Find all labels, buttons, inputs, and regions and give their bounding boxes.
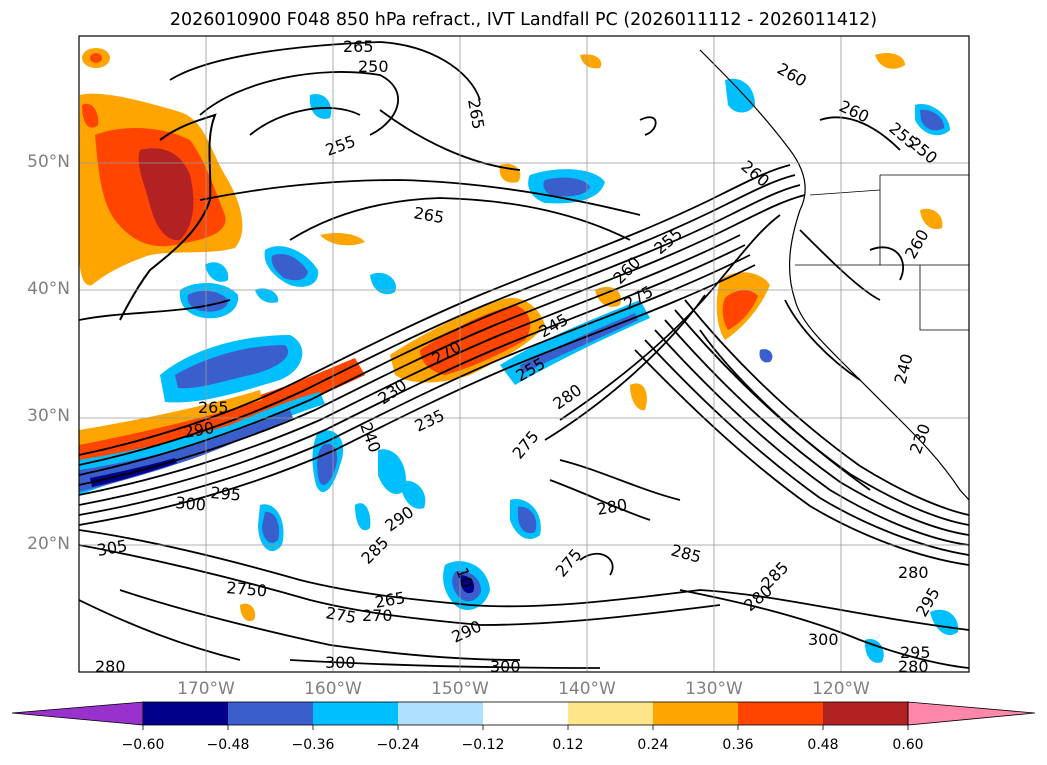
contour-label: 270 xyxy=(362,606,393,625)
colorbar-tick-label: 0.48 xyxy=(807,737,839,753)
contour-label: 2750 xyxy=(226,578,268,600)
colorbar-over-arrow xyxy=(907,701,1036,726)
contour-label: 250 xyxy=(358,57,389,76)
contour-label: 280 xyxy=(898,563,929,582)
colorbar-tick-label: −0.36 xyxy=(291,737,335,753)
map-frame xyxy=(78,35,970,673)
contour-label: 265 xyxy=(198,398,229,417)
contour-label: 300 xyxy=(808,630,839,649)
lon-label-140w: 140°W xyxy=(558,679,616,699)
lat-label-50n: 50°N xyxy=(27,152,70,172)
colorbar-tick-label: −0.24 xyxy=(376,737,420,753)
lat-label-40n: 40°N xyxy=(27,279,70,299)
colorbar-segment xyxy=(143,702,228,725)
colorbar-segment xyxy=(738,702,823,725)
lon-label-160w: 160°W xyxy=(304,679,362,699)
contour-label: 300 xyxy=(175,493,207,515)
colorbar-tick-label: 0.36 xyxy=(722,737,754,753)
contour-label: 265 xyxy=(343,37,374,56)
colorbar-segment xyxy=(653,702,738,725)
contour-label: 280 xyxy=(95,657,126,676)
map-panel: 265 250 255 265 260 250 255 260 255 260 … xyxy=(79,36,969,676)
contour-label: 295 xyxy=(900,643,931,662)
colorbar-segment xyxy=(568,702,653,725)
colorbar-tick-label: 0.12 xyxy=(552,737,584,753)
contour-label: 300 xyxy=(490,657,521,676)
contour-label: 295 xyxy=(210,483,242,505)
graticule xyxy=(79,36,969,672)
colorbar-tick-label: 0.24 xyxy=(637,737,669,753)
lat-label-20n: 20°N xyxy=(27,534,70,554)
lon-label-130w: 130°W xyxy=(685,679,743,699)
colorbar-under-arrow xyxy=(11,701,144,726)
lon-label-150w: 150°W xyxy=(431,679,489,699)
lon-label-170w: 170°W xyxy=(177,679,235,699)
colorbar-tick-label: −0.12 xyxy=(461,737,505,753)
colorbar-tick-label: 0.60 xyxy=(892,737,924,753)
political-boundaries xyxy=(795,174,969,331)
colorbar-segment xyxy=(313,702,398,725)
lat-label-30n: 30°N xyxy=(27,406,70,426)
map-title: 2026010900 F048 850 hPa refract., IVT La… xyxy=(169,10,878,30)
colorbar-tick-label: −0.60 xyxy=(121,737,165,753)
colorbar-tick-label: −0.48 xyxy=(206,737,250,753)
colorbar-segment xyxy=(398,702,483,725)
contour-label: 300 xyxy=(325,653,356,672)
colorbar-segment xyxy=(483,702,568,725)
colorbar-segment xyxy=(228,702,313,725)
colorbar-segment xyxy=(823,702,908,725)
colorbar xyxy=(11,701,1036,730)
lon-label-120w: 120°W xyxy=(812,679,870,699)
contour-label: 280 xyxy=(898,657,929,676)
